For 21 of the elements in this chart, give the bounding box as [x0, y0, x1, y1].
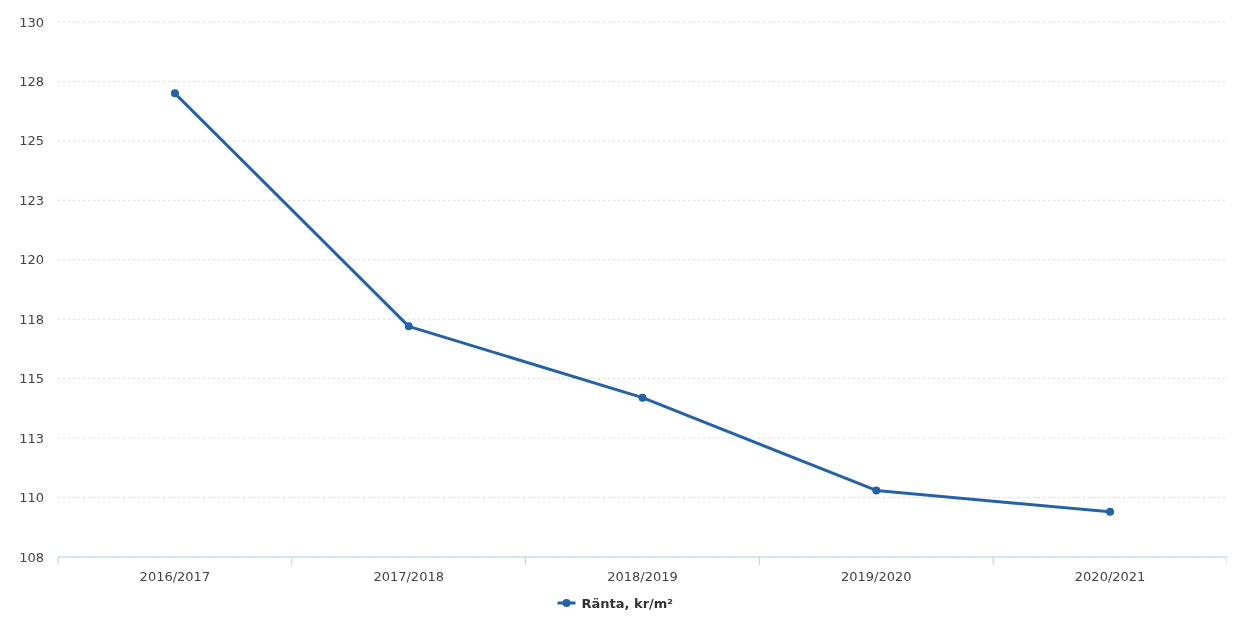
y-tick-label: 130 — [19, 14, 44, 30]
point — [170, 89, 179, 98]
y-tick-label: 123 — [19, 192, 44, 208]
point — [404, 322, 413, 331]
y-tick-label: 125 — [19, 133, 44, 149]
point — [1106, 507, 1115, 516]
x-tick-label: 2020/2021 — [1074, 569, 1146, 584]
y-tick-label: 115 — [19, 371, 44, 387]
legend-label: Ränta, kr/m² — [581, 595, 674, 611]
y-tick-label: 128 — [19, 73, 44, 89]
point — [638, 393, 647, 402]
x-tick-label: 2016/2017 — [139, 569, 211, 584]
x-tick-label: 2017/2018 — [373, 569, 444, 584]
y-tick-label: 110 — [19, 490, 44, 506]
x-tick-label: 2018/2019 — [607, 569, 678, 584]
y-tick-label: 120 — [19, 252, 44, 268]
y-tick-label: 113 — [19, 430, 44, 446]
y-tick-label: 118 — [19, 311, 44, 327]
point — [872, 486, 881, 495]
x-tick-label: 2019/2020 — [841, 569, 912, 584]
y-tick-label: 108 — [19, 549, 44, 565]
